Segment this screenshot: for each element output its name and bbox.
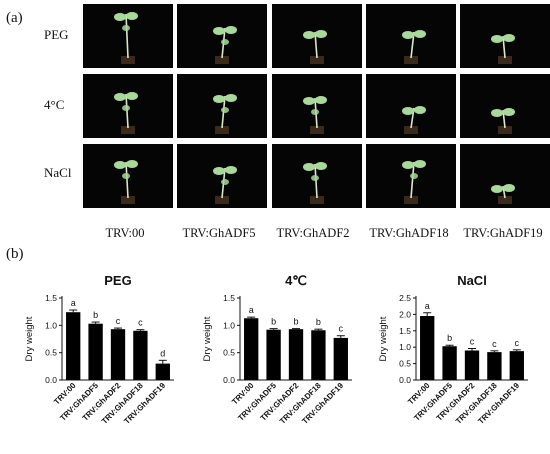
chart-title: PEG <box>104 273 131 288</box>
bar <box>487 352 502 380</box>
error-bar <box>314 328 323 331</box>
error-bar <box>423 312 432 317</box>
plant-photo <box>460 144 550 208</box>
column-label-trv00: TRV:00 <box>105 226 145 240</box>
bar <box>464 350 480 380</box>
row-label-peg: PEG <box>44 27 69 42</box>
plant-photo <box>460 4 550 68</box>
chart-title: 4℃ <box>285 273 307 288</box>
y-tick-label: 0.0 <box>45 375 57 385</box>
panel-a-label: (a) <box>6 10 23 26</box>
bar <box>88 323 103 380</box>
plant-photo <box>177 4 267 68</box>
error-bar <box>91 321 100 324</box>
bar <box>333 337 348 380</box>
y-tick-label: 2.5 <box>399 293 411 303</box>
y-tick-label: 1.0 <box>223 320 235 330</box>
bar <box>442 346 457 380</box>
plant-photo <box>272 144 362 208</box>
error-bar <box>269 328 278 330</box>
significance-letter: b <box>93 310 98 320</box>
significance-letter: c <box>492 339 497 349</box>
y-tick-label: 2.0 <box>399 309 411 319</box>
plant-photo <box>366 4 456 68</box>
x-tick-label: TRV:GhADF19 <box>300 381 345 426</box>
chart-title: NaCl <box>457 273 487 288</box>
significance-letter: a <box>425 301 430 311</box>
error-bar <box>114 327 122 330</box>
error-bar <box>292 328 300 330</box>
y-tick-label: 0.5 <box>45 348 57 358</box>
significance-letter: c <box>138 318 143 328</box>
y-tick-label: 1.5 <box>45 293 57 303</box>
error-bar <box>69 309 78 313</box>
bar <box>110 329 126 380</box>
y-tick-label: 0.0 <box>223 375 235 385</box>
x-tick-label: TRV:GhADF19 <box>476 381 521 426</box>
significance-letter: a <box>71 298 76 308</box>
y-tick-label: 1.5 <box>223 293 235 303</box>
plant-photo <box>272 74 362 138</box>
significance-letter: d <box>160 348 165 358</box>
y-axis-label: Dry weight <box>202 316 213 361</box>
bar <box>288 329 304 380</box>
panel-b-label: (b) <box>6 246 24 262</box>
y-tick-label: 1.0 <box>399 342 411 352</box>
significance-letter: b <box>316 317 321 327</box>
plant-photo <box>460 74 550 138</box>
row-label-nacl: NaCl <box>44 165 72 180</box>
significance-letter: b <box>293 317 298 327</box>
bar <box>155 363 170 380</box>
plant-photo <box>83 4 173 68</box>
bar <box>66 312 81 380</box>
column-label-ghadf18: TRV:GhADF18 <box>369 226 449 240</box>
error-bar <box>136 329 145 331</box>
significance-letter: a <box>249 305 254 315</box>
bar <box>420 316 435 380</box>
significance-letter: c <box>339 324 344 334</box>
column-label-ghadf19: TRV:GhADF19 <box>463 226 543 240</box>
bar <box>509 351 524 380</box>
y-tick-label: 1.0 <box>45 320 57 330</box>
y-axis-label: Dry weight <box>24 316 35 361</box>
plant-photo <box>366 144 456 208</box>
bar <box>311 330 326 380</box>
plant-photo <box>83 144 173 208</box>
plant-photo <box>83 74 173 138</box>
significance-letter: c <box>515 338 520 348</box>
error-bar <box>247 316 256 319</box>
x-tick-label: TRV:GhADF19 <box>122 381 167 426</box>
plant-photo <box>177 74 267 138</box>
error-bar <box>445 344 454 347</box>
bar <box>266 329 281 380</box>
y-axis-label: Dry weight <box>378 316 389 361</box>
y-tick-label: 0.0 <box>399 375 411 385</box>
significance-letter: c <box>470 337 475 347</box>
error-bar <box>490 350 499 353</box>
error-bar <box>336 335 345 338</box>
column-label-ghadf5: TRV:GhADF5 <box>182 226 256 240</box>
bar <box>244 318 259 380</box>
significance-letter: b <box>271 317 276 327</box>
error-bar <box>158 359 167 364</box>
error-bar <box>468 348 476 351</box>
row-label-4c: 4°C <box>44 97 65 112</box>
column-label-ghadf2: TRV:GhADF2 <box>276 226 350 240</box>
plant-photo <box>366 74 456 138</box>
y-tick-label: 1.5 <box>399 326 411 336</box>
significance-letter: c <box>116 316 121 326</box>
y-tick-label: 0.5 <box>223 348 235 358</box>
plant-photo <box>177 144 267 208</box>
significance-letter: b <box>447 333 452 343</box>
plant-photo <box>272 4 362 68</box>
y-tick-label: 0.5 <box>399 359 411 369</box>
error-bar <box>512 349 521 352</box>
bar <box>133 330 148 380</box>
